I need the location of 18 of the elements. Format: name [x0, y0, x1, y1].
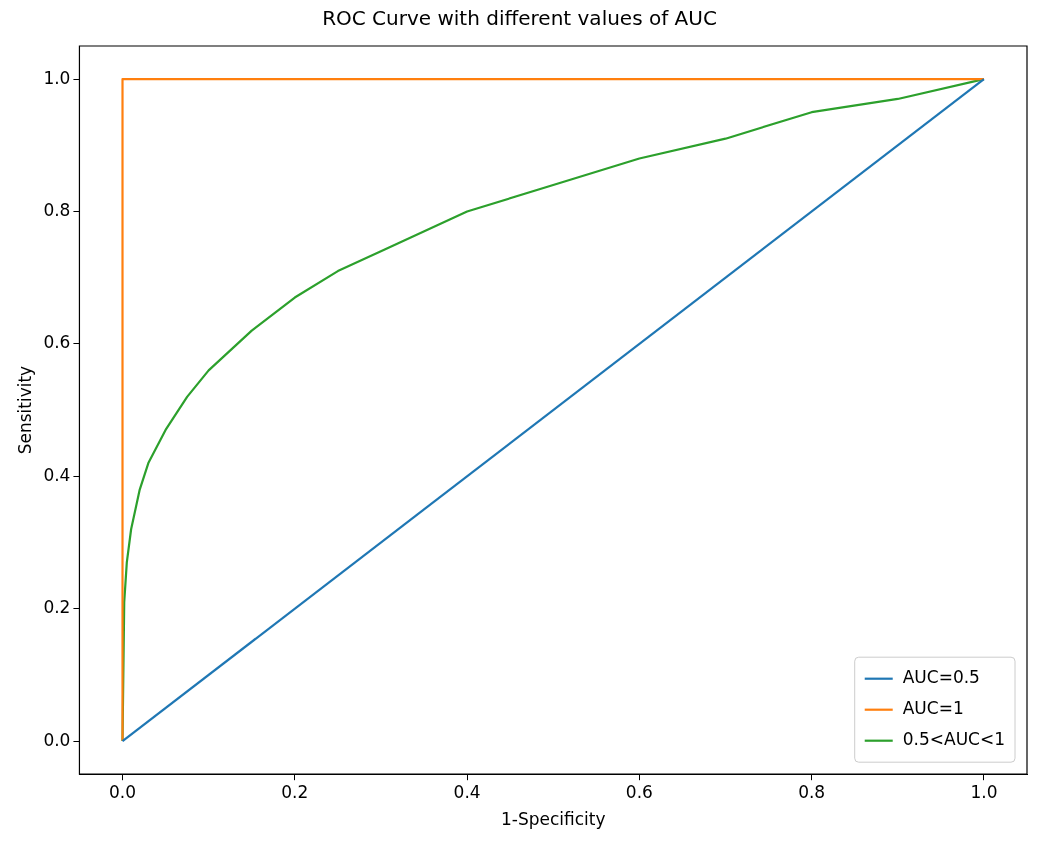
y-tick-label: 0.6: [43, 332, 71, 353]
legend-label: AUC=1: [902, 698, 964, 719]
x-tick-label: 0.8: [798, 781, 826, 802]
y-tick-label: 1.0: [43, 67, 71, 88]
x-tick-label: 0.4: [453, 781, 481, 802]
x-tick-label: 1.0: [970, 781, 998, 802]
x-tick-label: 0.2: [281, 781, 309, 802]
y-axis-title: Sensitivity: [14, 365, 35, 455]
y-tick-label: 0.4: [43, 464, 71, 485]
chart-title: ROC Curve with different values of AUC: [322, 6, 717, 31]
x-tick-label: 0.0: [108, 781, 137, 802]
legend-label: AUC=0.5: [902, 667, 980, 688]
x-axis-title: 1-Specificity: [500, 809, 606, 830]
x-tick-label: 0.6: [625, 781, 653, 802]
legend-label: 0.5<AUC<1: [902, 729, 1006, 750]
y-tick-label: 0.2: [43, 597, 71, 618]
y-tick-label: 0.0: [43, 729, 71, 750]
y-tick-label: 0.8: [43, 199, 71, 220]
